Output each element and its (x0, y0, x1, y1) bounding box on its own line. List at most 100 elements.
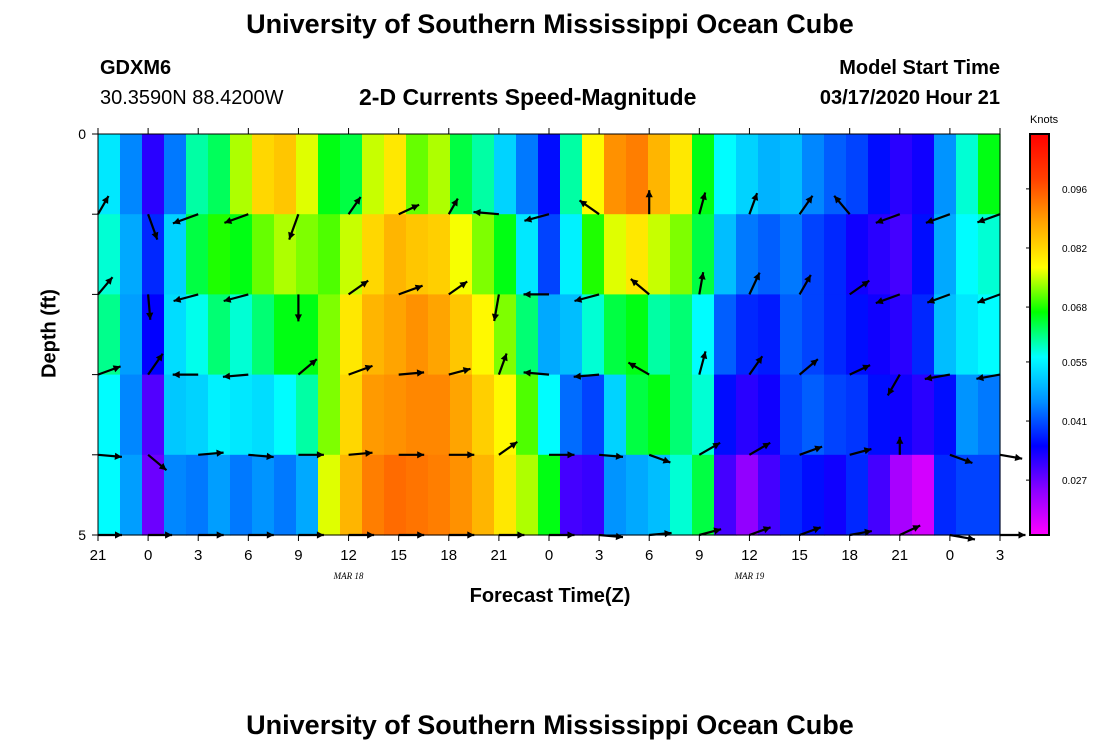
current-vector-head (863, 447, 872, 455)
current-vector-head (288, 231, 295, 240)
heatmap-cell (208, 374, 231, 456)
heatmap-cell (98, 454, 121, 536)
current-vector-head (812, 526, 821, 534)
current-vector-head (912, 525, 921, 532)
heatmap-cell (494, 134, 517, 215)
heatmap-cell (362, 134, 385, 215)
date-label: MAR 18 (333, 571, 364, 581)
heatmap-cell (736, 374, 759, 456)
colorbar: 0.096 0.082 0.068 0.055 0.041 0.027 (1026, 133, 1087, 536)
heatmap-cell (780, 294, 803, 376)
heatmap-cell (670, 214, 693, 295)
current-vector-head (700, 351, 708, 360)
heatmap-cell (98, 134, 121, 215)
colorbar-tick-label: 0.055 (1062, 358, 1087, 369)
x-tick-label: 0 (946, 547, 954, 564)
heatmap-cell (956, 294, 979, 376)
heatmap-cell (406, 454, 429, 536)
heatmap-cell (912, 374, 935, 456)
heatmap-cell (934, 294, 957, 376)
heatmap-cell (802, 134, 825, 215)
current-vector-head (155, 353, 163, 362)
heatmap-cell (780, 374, 803, 456)
current-vector-head (964, 457, 973, 464)
heatmap-cell (450, 134, 473, 215)
heatmap-cell (384, 294, 407, 376)
heatmap-cell (560, 374, 583, 456)
heatmap-cell (472, 374, 495, 456)
heatmap-cell (604, 294, 627, 376)
heatmap-cell (406, 134, 429, 215)
heatmap-cell (846, 214, 869, 295)
heatmap-cell (296, 374, 319, 456)
current-vector-head (462, 367, 471, 375)
current-vector-head (114, 452, 122, 460)
heatmap-cell (340, 294, 363, 376)
heatmap-cell (450, 294, 473, 376)
current-vector-head (509, 441, 518, 449)
current-vector-head (574, 295, 583, 303)
heatmap-cell (604, 134, 627, 215)
heatmap-cell (648, 374, 671, 456)
heatmap-cell (208, 454, 231, 536)
heatmap-cell (714, 454, 737, 536)
current-vector-head (861, 280, 870, 288)
heatmap-cell (296, 214, 319, 295)
heatmap-cell (538, 294, 561, 376)
heatmap-cell (186, 134, 209, 215)
x-tick-label: 3 (595, 547, 603, 564)
heatmap-cell (142, 294, 165, 376)
heatmap-cell (560, 214, 583, 295)
heatmap-cell (362, 454, 385, 536)
heatmap-cell (186, 214, 209, 295)
current-vector-head (864, 528, 872, 536)
heatmap-cell (670, 454, 693, 536)
heatmap-cell (406, 294, 429, 376)
heatmap-cell (164, 294, 187, 376)
heatmap-cell (120, 374, 143, 456)
heatmap-cell (824, 374, 847, 456)
heatmap-cell (362, 214, 385, 295)
heatmap-cell (120, 294, 143, 376)
heatmap-cell (582, 374, 605, 456)
heatmap-cell (494, 374, 517, 456)
current-vector-head (417, 451, 425, 459)
heatmap-cell (956, 374, 979, 456)
heatmap-cell (296, 134, 319, 215)
heatmap-cell (472, 134, 495, 215)
heatmap-cell (604, 214, 627, 295)
heatmap-cell (428, 454, 451, 536)
heatmap-cell (494, 454, 517, 536)
current-vector-head (628, 362, 637, 370)
current-vector-head (451, 198, 458, 207)
heatmap-cell (186, 374, 209, 456)
heatmap-cell (516, 374, 539, 456)
station-id: GDXM6 (100, 57, 172, 79)
heatmap-cell (252, 214, 275, 295)
heatmap-cell (560, 294, 583, 376)
heatmap-cell (318, 214, 341, 295)
heatmap-cell (120, 214, 143, 295)
heatmap-cell (692, 214, 715, 295)
current-vector-head (699, 192, 707, 201)
heatmap-cell (890, 214, 913, 295)
x-tick-label: 21 (491, 547, 508, 564)
heatmap-cell (692, 374, 715, 456)
heatmap-cell (142, 214, 165, 295)
heatmap-cell (736, 294, 759, 376)
current-vector-head (360, 280, 369, 288)
heatmap-cell (780, 134, 803, 215)
heatmap-cell (252, 134, 275, 215)
heatmap-cell (186, 294, 209, 376)
heatmap-cell (406, 214, 429, 295)
heatmap-cell (142, 134, 165, 215)
model-start-value: 03/17/2020 Hour 21 (819, 87, 1000, 109)
heatmap-cell (978, 454, 1001, 536)
heatmap-cells (98, 134, 1001, 536)
heatmap-cell (956, 134, 979, 215)
heatmap-cell (406, 374, 429, 456)
heatmap-cell (582, 454, 605, 536)
current-vector-head (316, 451, 324, 459)
heatmap-cell (274, 294, 297, 376)
heatmap-cell (340, 214, 363, 295)
